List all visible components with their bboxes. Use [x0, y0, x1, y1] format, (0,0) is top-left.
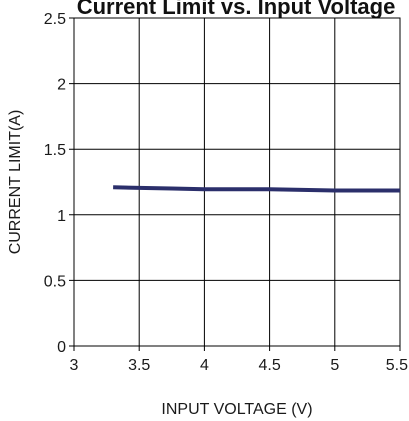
x-tick-labels: 3 3.5 4 4.5 5 5.5 — [70, 357, 409, 374]
x-axis-label: INPUT VOLTAGE (V) — [161, 401, 312, 418]
series-line — [113, 185, 400, 193]
x-tick-label: 4.5 — [258, 357, 280, 374]
y-tick-label: 2.5 — [44, 11, 66, 28]
y-tick-label: 0.5 — [44, 273, 66, 290]
y-tick-label: 1 — [57, 208, 66, 225]
x-tick-label: 3.5 — [128, 357, 150, 374]
plot-area-frame — [73, 17, 401, 347]
grid-lines — [69, 17, 401, 351]
x-tick-label: 5.5 — [386, 357, 408, 374]
y-tick-label: 0 — [57, 339, 66, 356]
y-tick-labels: 0 0.5 1 1.5 2 2.5 — [44, 11, 66, 356]
x-tick-label: 3 — [70, 357, 79, 374]
x-tick-label: 5 — [330, 357, 339, 374]
y-tick-label: 1.5 — [44, 142, 66, 159]
x-tick-label: 4 — [200, 357, 209, 374]
series-group — [113, 185, 400, 193]
y-tick-label: 2 — [57, 77, 66, 94]
y-axis-label: CURRENT LIMIT(A) — [7, 110, 24, 255]
chart-title-partial: Current Limit vs. Input Voltage — [77, 0, 396, 19]
